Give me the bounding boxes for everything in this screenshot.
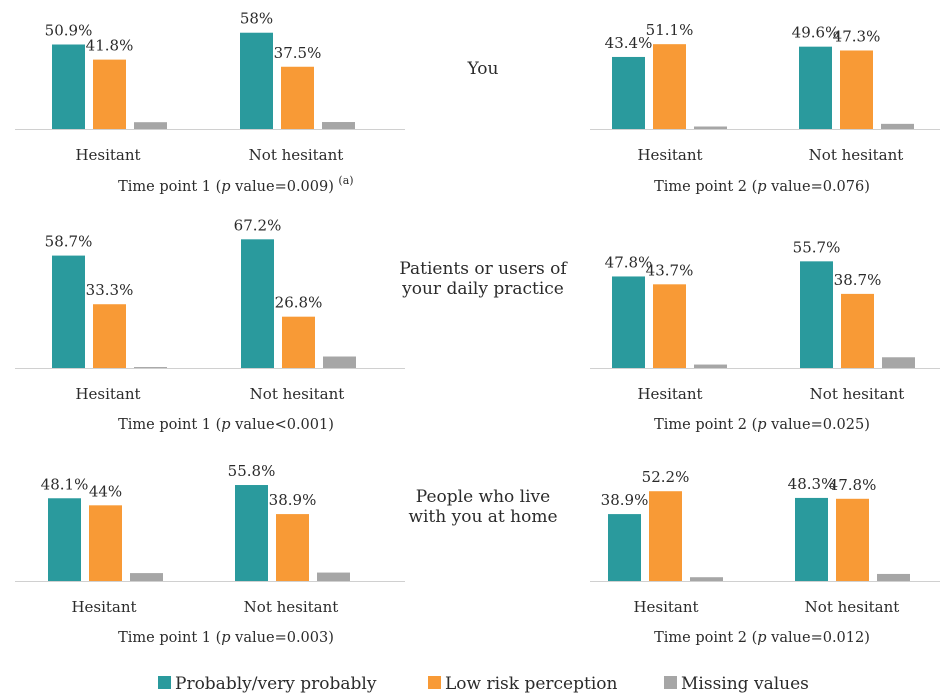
bar-low_risk-hesitant [89,505,122,581]
category-tick-label: Not hesitant [805,598,900,616]
category-tick-label: Hesitant [633,598,698,616]
bar-data-label: 55.7% [793,238,841,256]
category-tick-label: Hesitant [75,385,140,403]
bar-low_risk-hesitant [93,304,126,368]
bar-probably-not-hesitant [799,46,832,129]
bar-low_risk-not-hesitant [836,498,869,581]
bar-probably-hesitant [48,498,81,581]
bar-data-label: 38.9% [269,491,317,509]
bar-missing-hesitant [694,364,727,368]
bar-low_risk-not-hesitant [840,50,873,130]
bar-data-label: 67.2% [234,216,282,234]
bar-missing-not-hesitant [882,357,915,368]
bar-missing-hesitant [694,126,727,129]
bar-low_risk-hesitant [653,44,686,130]
footnote-marker: (a) [338,174,353,187]
bar-data-label: 33.3% [86,281,134,299]
bar-data-label: 51.1% [646,21,694,39]
row-title: with you at home [408,507,557,527]
panel-r2-c1: 38.9% 52.2% Hesitant 48.3%47.8% Not hesitant… [590,468,940,646]
panel-caption: Time point 1 (p value=0.003) [118,630,334,646]
bar-data-label: 44% [89,482,122,500]
row-title: your daily practice [401,279,564,299]
panel-caption: Time point 1 (p value<0.001) [118,417,334,433]
category-tick-label: Not hesitant [810,385,905,403]
legend-swatch-missing [664,676,677,689]
bar-missing-not-hesitant [881,123,914,129]
legend-label-probably: Probably/very probably [175,674,377,694]
bar-data-label: 48.3% [788,475,836,493]
bar-data-label: 38.9% [601,491,649,509]
bar-missing-not-hesitant [877,573,910,581]
category-tick-label: Hesitant [637,385,702,403]
row-title: You [467,59,499,79]
bar-probably-hesitant [608,514,641,581]
bar-data-label: 58.7% [45,233,93,251]
panel-caption: Time point 1 (p value=0.009) [118,179,334,195]
category-tick-label: Not hesitant [250,385,345,403]
panel-caption: Time point 2 (p value=0.025) [654,417,870,433]
bar-missing-not-hesitant [317,572,350,581]
bar-probably-hesitant [52,44,85,130]
category-tick-label: Hesitant [75,146,140,164]
bar-data-label: 47.8% [829,476,877,494]
bar-data-label: 50.9% [45,22,93,40]
bar-data-label: 43.4% [605,34,653,52]
bar-missing-hesitant [134,122,167,129]
bar-low_risk-not-hesitant [282,316,315,368]
bar-missing-not-hesitant [322,122,355,129]
panel-r0-c1: 43.4%51.1% Hesitant 49.6%47.3% Not hesitant… [590,21,940,195]
bar-data-label: 41.8% [86,37,134,55]
bar-low_risk-hesitant [653,284,686,368]
panel-r2-c0: 48.1% 44% Hesitant 55.8% 38.9% Not hesitant Ti… [15,462,405,646]
bar-probably-not-hesitant [241,239,274,368]
category-tick-label: Not hesitant [244,598,339,616]
category-tick-label: Hesitant [637,146,702,164]
bar-probably-hesitant [612,276,645,368]
bar-probably-not-hesitant [235,485,268,581]
bar-low_risk-hesitant [93,59,126,129]
category-tick-label: Not hesitant [809,146,904,164]
bar-missing-hesitant [690,577,723,581]
bar-data-label: 26.8% [275,294,323,312]
bar-data-label: 37.5% [274,44,322,62]
bar-data-label: 58% [240,10,273,28]
bar-missing-hesitant [134,367,167,368]
panel-r1-c1: 47.8%43.7% Hesitant 55.7% 38.7% Not hesitant… [590,238,940,433]
panel-r1-c0: 58.7% 33.3% Hesitant 67.2% 26.8% Not hesitant… [15,216,405,433]
legend-label-missing: Missing values [681,674,809,694]
bar-probably-not-hesitant [795,497,828,581]
bar-low_risk-not-hesitant [281,66,314,129]
bar-probably-hesitant [612,56,645,129]
bar-missing-not-hesitant [323,356,356,368]
bar-data-label: 47.3% [833,27,881,45]
bar-data-label: 48.1% [41,475,89,493]
panel-r0-c0: 50.9%41.8% Hesitant 58%37.5% Not hesitant Ti… [15,10,405,195]
bar-data-label: 43.7% [646,261,694,279]
category-tick-label: Hesitant [71,598,136,616]
row-title: People who live [416,487,550,507]
bar-data-label: 47.8% [605,253,653,271]
category-tick-label: Not hesitant [249,146,344,164]
bar-missing-hesitant [130,573,163,581]
panel-caption: Time point 2 (p value=0.076) [654,179,870,195]
bar-low_risk-not-hesitant [276,514,309,581]
legend-label-low_risk: Low risk perception [445,674,618,694]
bar-low_risk-not-hesitant [841,293,874,368]
bar-data-label: 52.2% [642,468,690,486]
bar-low_risk-hesitant [649,491,682,581]
panel-caption: Time point 2 (p value=0.012) [654,630,870,646]
bar-probably-not-hesitant [240,32,273,129]
bar-data-label: 55.8% [228,462,276,480]
bar-data-label: 38.7% [834,271,882,289]
bar-probably-hesitant [52,255,85,368]
legend-swatch-probably [158,676,171,689]
legend-swatch-low_risk [428,676,441,689]
bar-probably-not-hesitant [800,261,833,368]
row-title: Patients or users of [399,259,568,279]
bar-data-label: 49.6% [792,24,840,42]
